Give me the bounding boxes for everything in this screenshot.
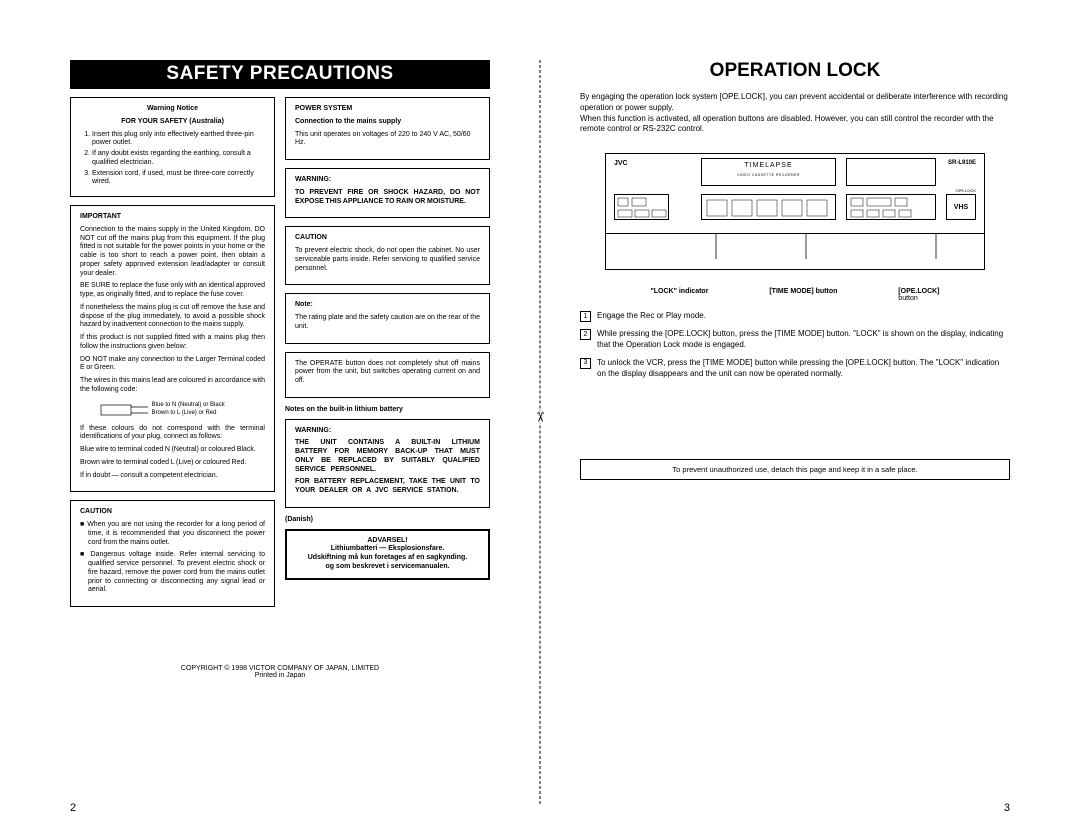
connection-heading: Connection to the mains supply [295, 118, 480, 127]
wire-label: Blue to N (Neutral) or Black [152, 402, 225, 408]
important-text: BE SURE to replace the fuse only with an… [80, 282, 265, 300]
brand-label: JVC [614, 160, 628, 167]
aus-item: Extension cord, if used, must be three-c… [92, 170, 265, 188]
caution-heading: CAUTION [80, 508, 265, 517]
important-text: If nonetheless the mains plug is cut off… [80, 304, 265, 330]
caution2-text: To prevent electric shock, do not open t… [295, 247, 480, 273]
two-columns: Warning Notice FOR YOUR SAFETY (Australi… [70, 97, 490, 615]
printed-text: Printed in Japan [255, 672, 306, 679]
note-heading: Note: [295, 301, 480, 310]
display-panel [846, 158, 936, 186]
operate-text: The OPERATE button does not completely s… [295, 360, 480, 386]
intro-block: By engaging the operation lock system [O… [580, 92, 1010, 135]
page-right: OPERATION LOCK By engaging the operation… [540, 0, 1080, 834]
warning-notice-heading: Warning Notice [80, 105, 265, 114]
step-item: 2 While pressing the [OPE.LOCK] button, … [580, 328, 1010, 350]
important-text: Connection to the mains supply in the Un… [80, 226, 265, 279]
page-left: SAFETY PRECAUTIONS Warning Notice FOR YO… [0, 0, 540, 834]
intro-text: By engaging the operation lock system [O… [580, 92, 1010, 114]
important-text: If in doubt — consult a competent electr… [80, 472, 265, 481]
vcr-diagram: JVC SR-L910E TIMELAPSE VIDEO CASSETTE RE… [605, 153, 985, 270]
important-text: Brown wire to terminal coded L (Live) or… [80, 459, 265, 468]
callout-label: [OPE.LOCK]button [898, 288, 939, 302]
step-number: 3 [580, 358, 591, 369]
important-text: DO NOT make any connection to the Larger… [80, 356, 265, 374]
column-left: Warning Notice FOR YOUR SAFETY (Australi… [70, 97, 275, 615]
important-text: If this product is not supplied fitted w… [80, 334, 265, 352]
vhs-badge: VHS [946, 194, 976, 220]
danish-box: ADVARSEL! Lithiumbatteri — Eksplosionsfa… [285, 529, 490, 580]
callout-label: "LOCK" indicator [650, 288, 708, 302]
vhs-label: VHS [954, 204, 968, 211]
steps-list: 1 Engage the Rec or Play mode. 2 While p… [580, 310, 1010, 379]
safety-title: SAFETY PRECAUTIONS [70, 60, 490, 89]
advarsel-text: Udskiftning må kun foretages af en sagky… [295, 554, 480, 563]
important-text: The wires in this mains lead are coloure… [80, 377, 265, 395]
operation-lock-title: OPERATION LOCK [580, 60, 1010, 82]
important-heading: IMPORTANT [80, 213, 265, 222]
power-system-box: POWER SYSTEM Connection to the mains sup… [285, 97, 490, 160]
safety-aus-heading: FOR YOUR SAFETY (Australia) [80, 118, 265, 127]
advarsel-heading: ADVARSEL! [295, 537, 480, 546]
important-text: If these colours do not correspond with … [80, 425, 265, 443]
advarsel-text: Lithiumbatteri — Eksplosionsfare. [295, 545, 480, 554]
column-right: POWER SYSTEM Connection to the mains sup… [285, 97, 490, 615]
copyright-block: COPYRIGHT © 1998 VICTOR COMPANY OF JAPAN… [70, 665, 490, 679]
lithium-notes-heading: Notes on the built-in lithium battery [285, 406, 490, 415]
aus-item: Insert this plug only into effectively e… [92, 131, 265, 149]
subtitle-label: VIDEO CASSETTE RECORDER [702, 173, 835, 177]
operate-box: The OPERATE button does not completely s… [285, 352, 490, 398]
caution-item: ■ Dangerous voltage inside. Refer intern… [80, 551, 265, 595]
scissors-icon: ✂ [530, 411, 551, 423]
step-item: 3 To unlock the VCR, press the [TIME MOD… [580, 357, 1010, 379]
advarsel-text: og som beskrevet i servicemanualen. [295, 563, 480, 572]
page-number: 3 [1004, 802, 1010, 814]
cassette-door: TIMELAPSE VIDEO CASSETTE RECORDER [701, 158, 836, 186]
power-heading: POWER SYSTEM [295, 105, 480, 114]
timelapse-label: TIMELAPSE [702, 162, 835, 169]
lithium-text: THE UNIT CONTAINS A BUILT-IN LITHIUM BAT… [295, 439, 480, 474]
warning-fire-box: WARNING: TO PREVENT FIRE OR SHOCK HAZARD… [285, 168, 490, 218]
vcr-diagram-wrapper: JVC SR-L910E TIMELAPSE VIDEO CASSETTE RE… [580, 153, 1010, 310]
copyright-text: COPYRIGHT © 1998 VICTOR COMPANY OF JAPAN… [181, 665, 379, 672]
warning-heading: WARNING: [295, 427, 480, 436]
lithium-warning-box: WARNING: THE UNIT CONTAINS A BUILT-IN LI… [285, 419, 490, 508]
warning-fire-text: TO PREVENT FIRE OR SHOCK HAZARD, DO NOT … [295, 189, 480, 207]
connection-text: This unit operates on voltages of 220 to… [295, 131, 480, 149]
intro-text: When this function is activated, all ope… [580, 114, 1010, 136]
callout-label: [TIME MODE] button [769, 288, 837, 302]
danish-heading: (Danish) [285, 516, 490, 525]
vcr-front-panel: JVC SR-L910E TIMELAPSE VIDEO CASSETTE RE… [606, 154, 984, 234]
opelock-tiny: OPE.LOCK [956, 188, 976, 193]
center-button-group [701, 194, 836, 220]
lithium-text: FOR BATTERY REPLACEMENT, TAKE THE UNIT T… [295, 478, 480, 496]
important-text: Blue wire to terminal coded N (Neutral) … [80, 446, 265, 455]
warning-notice-box: Warning Notice FOR YOUR SAFETY (Australi… [70, 97, 275, 197]
page-number: 2 [70, 802, 76, 814]
step-number: 2 [580, 329, 591, 340]
callout-lines-icon [606, 234, 986, 269]
step-text: While pressing the [OPE.LOCK] button, pr… [597, 328, 1010, 350]
right-button-group [846, 194, 936, 220]
wire-diagram: Blue to N (Neutral) or Black Brown to L … [100, 401, 265, 419]
important-box: IMPORTANT Connection to the mains supply… [70, 205, 275, 492]
warning-heading: WARNING: [295, 176, 480, 185]
caution2-box: CAUTION To prevent electric shock, do no… [285, 226, 490, 285]
left-button-group [614, 194, 669, 220]
caution-item: ■ When you are not using the recorder fo… [80, 521, 265, 547]
caution-box: CAUTION ■ When you are not using the rec… [70, 500, 275, 607]
aus-item: If any doubt exists regarding the earthi… [92, 150, 265, 168]
model-label: SR-L910E [948, 160, 976, 166]
note-box: Note: The rating plate and the safety ca… [285, 293, 490, 343]
step-number: 1 [580, 311, 591, 322]
wire-label: Brown to L (Live) or Red [152, 410, 217, 416]
detach-note: To prevent unauthorized use, detach this… [580, 459, 1010, 480]
note-text: The rating plate and the safety caution … [295, 314, 480, 332]
step-text: To unlock the VCR, press the [TIME MODE]… [597, 357, 1010, 379]
step-item: 1 Engage the Rec or Play mode. [580, 310, 1010, 322]
plug-icon [100, 401, 150, 419]
step-text: Engage the Rec or Play mode. [597, 310, 706, 322]
cut-line [540, 60, 541, 804]
caution2-heading: CAUTION [295, 234, 480, 243]
